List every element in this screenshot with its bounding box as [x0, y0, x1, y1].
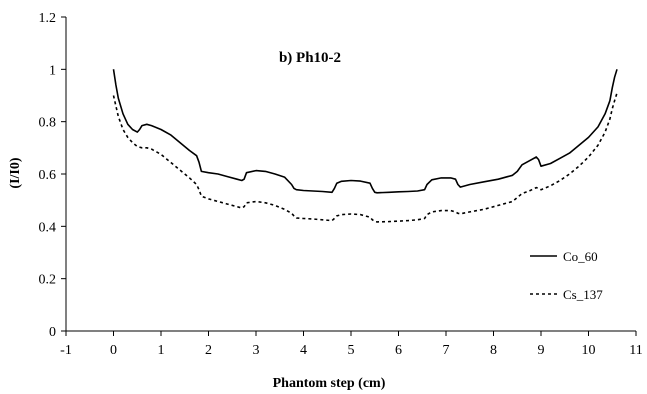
x-tick-label: 10 — [582, 343, 596, 358]
x-axis-title: Phantom step (cm) — [273, 376, 386, 391]
x-tick-label: 5 — [348, 343, 355, 358]
x-tick-label: 7 — [443, 343, 450, 358]
y-tick-label: 1 — [49, 63, 56, 78]
y-axis-title: (I/I0) — [8, 157, 23, 188]
x-tick-label: 1 — [158, 343, 165, 358]
legend-label-co60: Co_60 — [563, 249, 598, 264]
x-tick-label: 3 — [253, 343, 260, 358]
x-tick-label: 8 — [490, 343, 497, 358]
x-tick-label: 11 — [629, 343, 642, 358]
y-tick-label: 0.2 — [39, 273, 57, 288]
chart-title: b) Ph10-2 — [279, 50, 341, 66]
series-line-cs137 — [112, 92, 618, 223]
y-tick-label: 0 — [49, 325, 56, 340]
x-axis: -1 0 1 2 3 4 5 6 7 8 9 10 11 — [60, 330, 643, 358]
series-line-co60 — [112, 69, 618, 194]
legend-item-co60: Co_60 — [530, 249, 598, 264]
legend-label-cs137: Cs_137 — [563, 287, 603, 302]
x-tick-label: 4 — [300, 343, 307, 358]
legend-item-cs137: Cs_137 — [530, 287, 603, 302]
legend: Co_60 Cs_137 — [530, 249, 603, 302]
y-tick-label: 0.6 — [39, 168, 57, 183]
y-tick-label: 1.2 — [39, 11, 57, 26]
x-tick-label: 2 — [205, 343, 212, 358]
series-layer — [112, 69, 618, 223]
y-tick-label: 0.4 — [39, 220, 57, 235]
x-tick-label: 0 — [110, 343, 117, 358]
y-tick-label: 0.8 — [39, 116, 57, 131]
x-tick-label: 6 — [395, 343, 402, 358]
x-tick-label: -1 — [60, 343, 72, 358]
y-axis: 0 0.2 0.4 0.6 0.8 1 1.2 — [39, 11, 67, 340]
x-tick-label: 9 — [538, 343, 545, 358]
